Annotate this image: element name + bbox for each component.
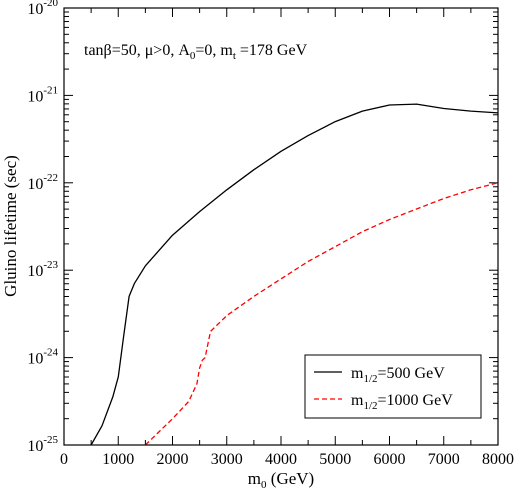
y-tick-label: 10-25 — [27, 434, 58, 455]
legend-label-m500: m1/2=500 GeV — [351, 365, 445, 385]
axis-ticks — [63, 7, 499, 446]
x-tick-label: 8000 — [482, 451, 514, 468]
legend-box — [304, 354, 482, 419]
x-tick-label: 6000 — [374, 451, 406, 468]
x-axis-title: m0 (GeV) — [248, 469, 314, 491]
y-tick-label: 10-24 — [27, 347, 58, 368]
x-tick-label: 2000 — [157, 451, 189, 468]
series-layer — [90, 103, 499, 446]
x-tick-label: 4000 — [265, 451, 297, 468]
x-tick-label: 5000 — [319, 451, 351, 468]
y-tick-label: 10-20 — [27, 0, 58, 18]
x-tick-label: 7000 — [428, 451, 460, 468]
legend: m1/2=500 GeV m1/2=1000 GeV — [304, 354, 482, 419]
x-tick-label: 3000 — [211, 451, 243, 468]
series-line-m500 — [90, 103, 499, 446]
x-tick-label: 0 — [60, 451, 68, 468]
legend-label-m1000: m1/2=1000 GeV — [351, 392, 453, 412]
series-line-m1000 — [144, 182, 499, 446]
y-tick-label: 10-22 — [27, 172, 58, 193]
y-tick-labels: 10-25 10-24 10-23 10-22 10-21 10-20 — [27, 0, 58, 455]
y-tick-label: 10-23 — [27, 259, 58, 280]
y-tick-label: 10-21 — [27, 84, 58, 105]
x-tick-label: 1000 — [102, 451, 134, 468]
plot-frame — [63, 7, 499, 446]
x-tick-labels: 0 1000 2000 3000 4000 5000 6000 7000 8000 — [60, 451, 514, 468]
parameter-annotation: tanβ=50, μ>0, A0=0, mt =178 GeV — [84, 42, 308, 62]
y-axis-title: Gluino lifetime (sec) — [1, 155, 20, 297]
